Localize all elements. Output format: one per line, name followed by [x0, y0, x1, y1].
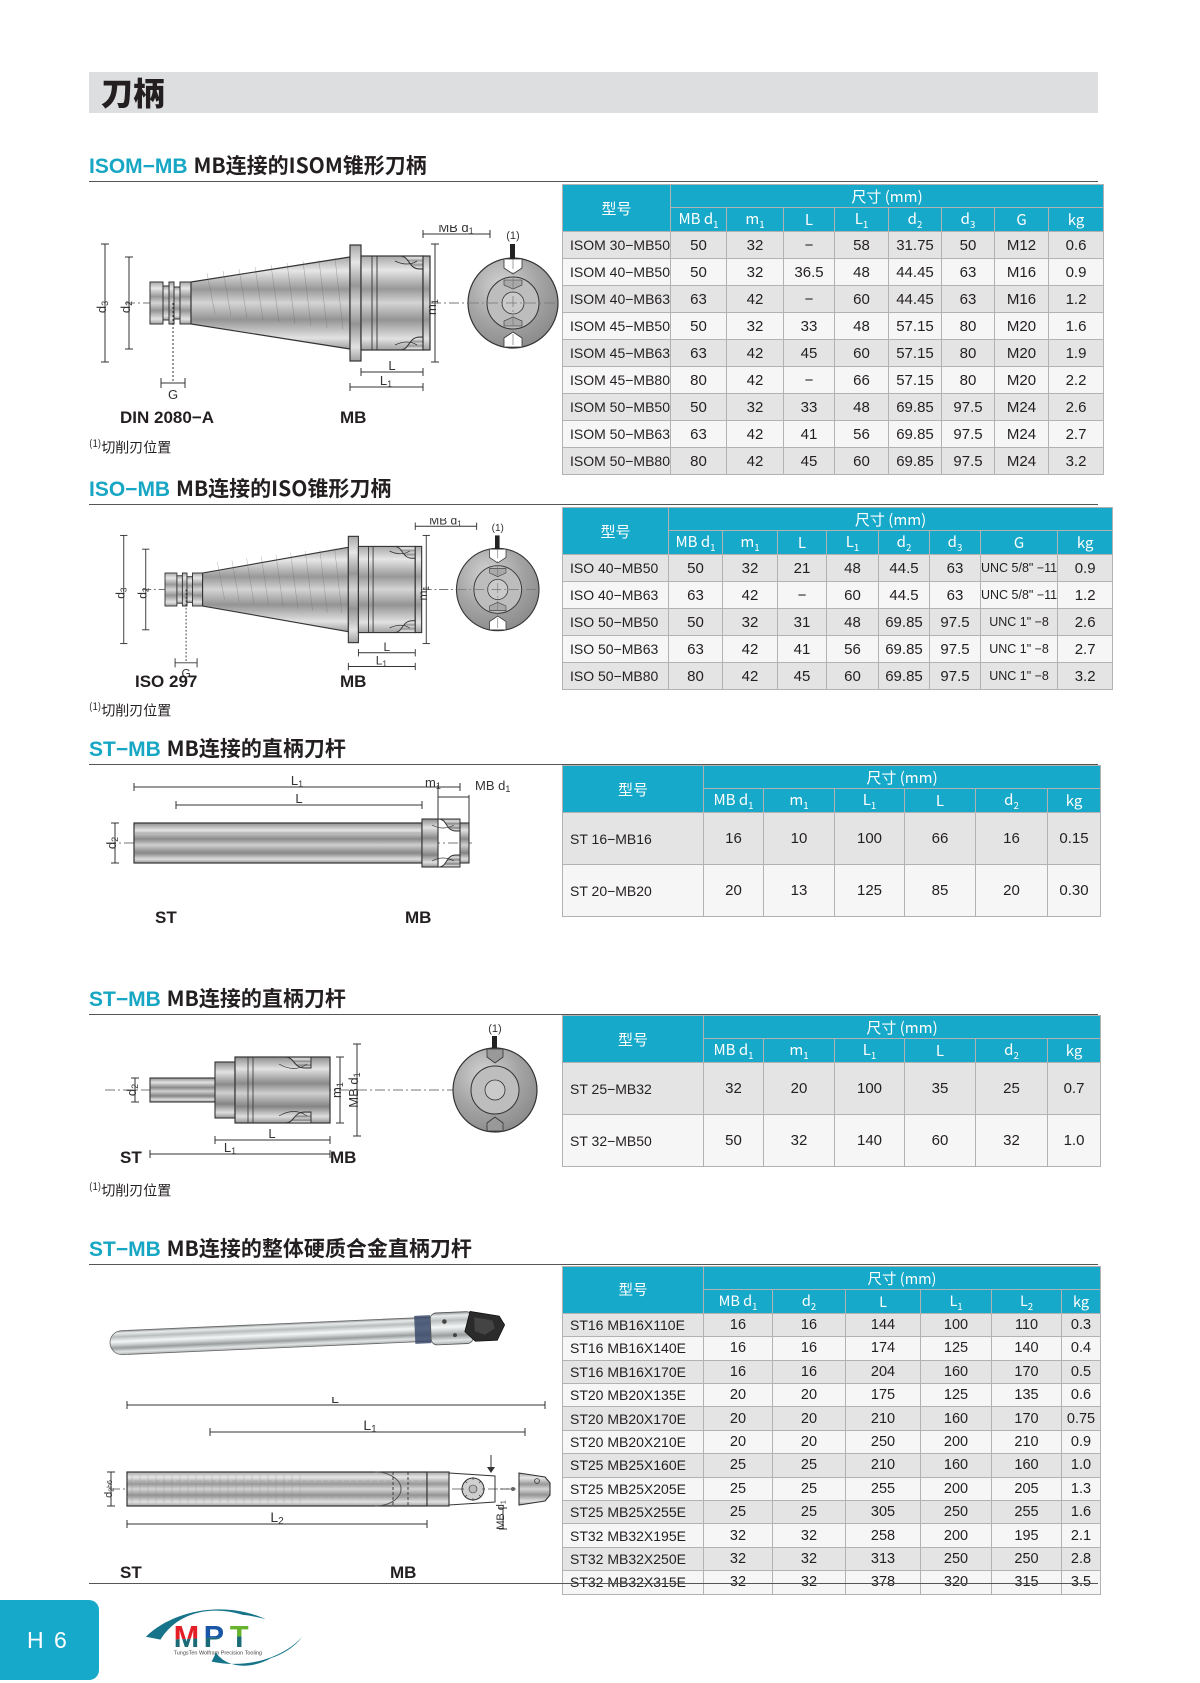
- svg-text:L: L: [388, 358, 395, 373]
- svg-text:MB d1: MB d1: [346, 1072, 362, 1107]
- svg-text:L: L: [384, 640, 391, 654]
- svg-text:L1: L1: [291, 775, 303, 789]
- svg-text:L2: L2: [270, 1509, 284, 1527]
- svg-text:(1): (1): [492, 523, 504, 534]
- svg-text:MB d1: MB d1: [438, 225, 473, 236]
- svg-text:d2: d2: [118, 301, 134, 313]
- svg-text:(1): (1): [506, 230, 519, 242]
- svg-text:L1: L1: [363, 1417, 377, 1435]
- svg-text:MB d1: MB d1: [429, 518, 462, 528]
- svg-text:L: L: [268, 1126, 275, 1141]
- svg-text:d2: d2: [124, 1084, 140, 1096]
- svg-text:d2: d2: [136, 587, 151, 599]
- svg-text:d3: d3: [95, 301, 110, 313]
- svg-text:MB d1: MB d1: [475, 778, 510, 794]
- svg-text:G: G: [168, 387, 178, 402]
- svg-text:L1: L1: [224, 1140, 236, 1156]
- svg-text:m1: m1: [329, 1082, 345, 1098]
- svg-text:(1): (1): [488, 1023, 501, 1035]
- svg-text:L1: L1: [376, 654, 388, 669]
- svg-text:d2h6: d2h6: [103, 1480, 116, 1498]
- svg-text:L1: L1: [380, 373, 392, 389]
- svg-text:d3: d3: [114, 587, 129, 599]
- svg-text:d2: d2: [104, 837, 120, 849]
- svg-text:MB d1: MB d1: [495, 1500, 508, 1530]
- svg-text:L: L: [295, 791, 302, 806]
- svg-text:L: L: [331, 1397, 339, 1406]
- svg-text:TungsTen Wolfram Precision Too: TungsTen Wolfram Precision Tooling: [174, 1650, 262, 1656]
